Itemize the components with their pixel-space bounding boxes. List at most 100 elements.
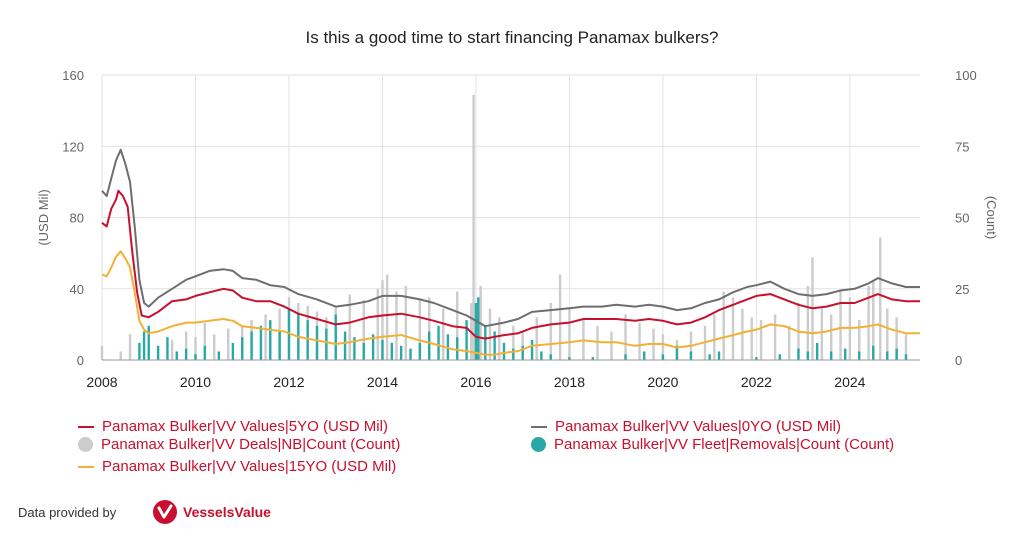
removals-bar [530,340,534,360]
removals-bar [815,342,819,360]
brand-name: VesselsValue [183,504,271,520]
removals-bar [306,320,309,360]
removals-bar [465,320,468,360]
removals-bar [325,328,328,360]
deals-bar [886,308,889,360]
v5yo-line [101,189,920,340]
y-left-tick-label: 0 [77,353,84,368]
deals-bar [535,317,538,360]
deals-bar [787,325,791,360]
deals-bar [839,291,842,360]
deals-bar [362,300,365,360]
legend-label-0yo: Panamax Bulker|VV Values|0YO (USD Mil) [555,418,841,435]
deals-bar [395,291,398,360]
removals-bar [241,337,244,360]
chart-plot: 2008 2010 2012 2014 2016 2018 2020 2022 2024 0 40 8… [36,68,999,390]
removals-bar [184,348,188,360]
y-right-tick-label: 0 [955,353,962,368]
removals-bar [886,351,889,360]
removals-bar [428,331,431,360]
deals-bar [722,291,725,360]
removals-bar [362,342,365,360]
deals-bar [428,297,431,360]
deals-bar [212,334,216,360]
deals-bar [472,94,475,360]
legend-item-removals[interactable]: Panamax Bulker|VV Fleet|Removals|Count (… [531,436,894,453]
removals-bar [409,348,412,360]
removals-bar [138,342,141,360]
legend-label-deals: Panamax Bulker|VV Deals|NB|Count (Count) [101,436,401,453]
removals-bar [390,342,394,360]
deals-bar [713,314,716,360]
deals-bar [381,280,384,360]
removals-bar [381,340,384,360]
removals-bar [549,354,552,360]
deals-bar [895,317,898,360]
y-right-tick-label: 75 [955,139,969,154]
legend-label-5yo: Panamax Bulker|VV Values|5YO (USD Mil) [102,418,388,435]
legend-swatch-deals [78,437,93,452]
deals-bar [512,325,515,360]
removals-bar [521,345,524,360]
removals-bar [661,354,665,360]
removals-bar [540,351,543,360]
deals-bar [568,308,571,360]
deals-bar [194,337,197,360]
legend-item-5yo[interactable]: Panamax Bulker|VV Values|5YO (USD Mil) [78,418,388,435]
x-tick-label: 2016 [460,374,491,390]
legend-swatch-5yo [78,425,94,428]
removals-bar [512,348,515,360]
deals-bar [806,285,810,360]
removals-bar [156,345,160,360]
y-right-axis-title: (Count) [984,196,999,239]
legend-item-deals[interactable]: Panamax Bulker|VV Deals|NB|Count (Count) [78,436,400,453]
y-left-tick-label: 40 [70,282,84,297]
removals-bar [287,308,291,360]
removals-bar [231,342,235,360]
deals-bar [442,308,445,360]
brand-logo[interactable]: VesselsValue [152,499,271,525]
removals-bar [343,331,347,360]
deals-bar [750,317,753,360]
removals-bar [278,331,281,360]
v0yo-line [101,148,920,328]
removals-bar [456,337,459,360]
removals-bar [371,334,375,360]
y-right-tick-label: 25 [955,282,969,297]
removals-bar [418,342,422,360]
legend-item-15yo[interactable]: Panamax Bulker|VV Values|15YO (USD Mil) [78,458,396,475]
removals-bar [904,354,908,360]
bar-layer [100,94,908,360]
deals-bar [128,334,132,360]
deals-bar [624,314,627,360]
y-left-tick-label: 160 [62,68,84,83]
line-layer [101,148,920,356]
deals-bar [385,274,389,360]
removals-bar [484,325,487,360]
deals-bar [879,237,882,360]
removals-bar [166,337,169,360]
deals-bar [872,280,875,360]
y-left-axis-title: (USD Mil) [36,189,51,245]
removals-bar [755,357,758,360]
removals-bar [474,303,478,360]
removals-bar [858,351,861,360]
deals-bar [418,300,422,360]
x-tick-label: 2022 [741,374,772,390]
x-tick-label: 2014 [367,374,398,390]
x-tick-label: 2010 [180,374,211,390]
deals-bar [170,340,174,360]
removals-bar [315,325,319,360]
removals-bar [502,342,506,360]
removals-bar [142,331,146,360]
x-tick-label: 2012 [273,374,304,390]
removals-bar [643,351,646,360]
deals-bar [638,322,641,360]
legend-label-removals: Panamax Bulker|VV Fleet|Removals|Count (… [554,436,895,453]
removals-bar [147,325,150,360]
legend-item-0yo[interactable]: Panamax Bulker|VV Values|0YO (USD Mil) [531,418,841,435]
deals-bar [829,314,833,360]
y-right-tick-label: 50 [955,211,969,226]
removals-bar [194,354,197,360]
deals-bar [820,308,824,360]
